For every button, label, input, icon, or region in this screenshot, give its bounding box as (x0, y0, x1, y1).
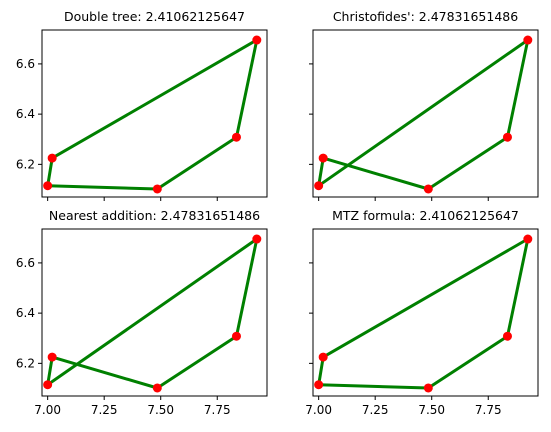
y-tick-label: 6.6 (16, 256, 35, 270)
city-point (423, 383, 433, 393)
city-point (523, 35, 533, 45)
tour-route (46, 38, 259, 191)
y-tick-label: 6.2 (16, 356, 35, 370)
x-tick-label: 7.00 (34, 403, 61, 417)
city-point (152, 184, 162, 194)
chart-title: MTZ formula: 2.41062125647 (332, 208, 519, 223)
subplot-christofides: Christofides': 2.47831651486 (309, 9, 539, 201)
city-point (152, 383, 162, 393)
tour-route (46, 237, 259, 390)
subplot-double-tree: Double tree: 2.41062125647 6.2 6.4 6.6 (16, 9, 268, 201)
tour-route (317, 38, 530, 191)
axes-frame (41, 228, 268, 397)
y-tick-label: 6.4 (16, 306, 35, 320)
subplot-nearest-addition: Nearest addition: 2.47831651486 7.00 7.25… (16, 208, 268, 417)
city-point (314, 380, 324, 390)
x-tick-label: 7.50 (147, 403, 174, 417)
tour-route (317, 237, 530, 390)
city-point (318, 352, 328, 362)
city-point (252, 234, 262, 244)
city-point (43, 181, 53, 191)
y-tick-label: 6.4 (16, 107, 35, 121)
chart-title: Double tree: 2.41062125647 (64, 9, 245, 24)
x-tick-label: 7.50 (418, 403, 445, 417)
x-tick-label: 7.75 (204, 403, 231, 417)
x-tick-label: 7.25 (91, 403, 118, 417)
city-point (314, 181, 324, 191)
y-tick-label: 6.6 (16, 57, 35, 71)
x-tick-label: 7.00 (305, 403, 332, 417)
city-point (231, 331, 241, 341)
city-point (523, 234, 533, 244)
city-point (318, 153, 328, 163)
city-point (231, 132, 241, 142)
city-point (47, 153, 57, 163)
chart-title: Christofides': 2.47831651486 (333, 9, 518, 24)
axes-frame (41, 29, 268, 198)
city-point (502, 132, 512, 142)
city-point (423, 184, 433, 194)
subplot-mtz-formula: MTZ formula: 2.41062125647 7.00 7.25 7.50 7… (305, 208, 539, 417)
city-point (43, 380, 53, 390)
x-tick-label: 7.75 (475, 403, 502, 417)
chart-title: Nearest addition: 2.47831651486 (49, 208, 260, 223)
x-tick-label: 7.25 (362, 403, 389, 417)
city-point (47, 352, 57, 362)
axes-frame (312, 228, 539, 397)
city-point (502, 331, 512, 341)
axes-frame (312, 29, 539, 198)
city-point (252, 35, 262, 45)
y-tick-label: 6.2 (16, 157, 35, 171)
